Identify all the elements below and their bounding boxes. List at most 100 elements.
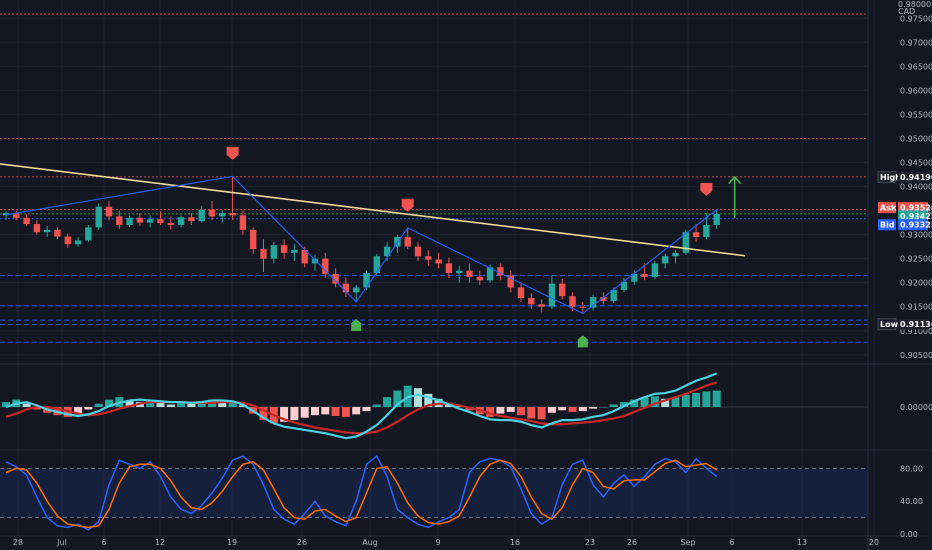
candle-body bbox=[538, 304, 545, 307]
macd-histogram-bar bbox=[341, 407, 350, 417]
macd-histogram-bar bbox=[650, 396, 659, 407]
candle-body bbox=[239, 215, 247, 230]
candle-body bbox=[620, 281, 628, 290]
candle-body bbox=[476, 276, 483, 281]
macd-histogram-bar bbox=[74, 407, 83, 414]
macd-histogram-bar bbox=[568, 407, 577, 412]
macd-histogram-bar bbox=[547, 407, 556, 413]
candle-body bbox=[95, 206, 102, 228]
price-tick: 0.94500 bbox=[900, 158, 932, 167]
time-tick: 13 bbox=[797, 538, 807, 547]
candle-body bbox=[662, 256, 669, 264]
trendline bbox=[0, 163, 746, 257]
macd-histogram-bar bbox=[321, 407, 330, 415]
macd-histogram-bar bbox=[702, 391, 711, 407]
macd-histogram-bar bbox=[414, 388, 422, 407]
candle-body bbox=[126, 217, 133, 225]
buy-signal-icon bbox=[577, 335, 588, 348]
macd-histogram-bar bbox=[362, 407, 371, 412]
candle-body bbox=[54, 229, 61, 237]
macd-signal-line bbox=[5, 381, 718, 435]
candle-body bbox=[188, 217, 195, 222]
time-tick: 23 bbox=[585, 538, 595, 547]
macd-histogram-bar bbox=[197, 401, 206, 407]
macd-histogram-bar bbox=[620, 402, 628, 407]
candle-body bbox=[373, 256, 380, 274]
macd-histogram-bar bbox=[238, 405, 247, 407]
macd-histogram-bar bbox=[187, 403, 196, 407]
up-arrow-icon bbox=[728, 175, 742, 218]
candle-body bbox=[517, 287, 525, 299]
price-tick: 0.97500 bbox=[900, 14, 932, 23]
time-tick: Sep bbox=[680, 538, 695, 547]
macd-histogram-bar bbox=[331, 407, 340, 417]
candle-body bbox=[250, 229, 257, 250]
macd-histogram-bar bbox=[640, 397, 649, 407]
macd-histogram-bar bbox=[517, 407, 525, 416]
candle-body bbox=[589, 297, 597, 308]
candle-body bbox=[600, 297, 607, 301]
candle-body bbox=[528, 298, 535, 305]
candle-body bbox=[280, 245, 288, 253]
stoch-tick: 80.00 bbox=[900, 464, 923, 473]
macd-line bbox=[5, 372, 718, 440]
price-tick: 0.91000 bbox=[900, 327, 932, 336]
candle-body bbox=[342, 283, 350, 293]
price-tag-label: Bid bbox=[880, 221, 895, 230]
candle-body bbox=[641, 274, 648, 277]
candle-body bbox=[64, 236, 71, 245]
macd-histogram-bar bbox=[455, 406, 464, 407]
candle-body bbox=[456, 270, 463, 274]
macd-histogram-bar bbox=[259, 407, 268, 421]
macd-histogram-bar bbox=[609, 404, 618, 407]
candle-body bbox=[177, 217, 185, 225]
time-tick: 19 bbox=[227, 538, 237, 547]
price-tag-value: 0.91136 bbox=[900, 320, 932, 329]
candle-body bbox=[497, 267, 504, 276]
macd-histogram-bar bbox=[177, 402, 186, 407]
price-tag-value-box bbox=[898, 171, 928, 183]
candle-body bbox=[425, 256, 432, 260]
price-tag-value: 0.93425 bbox=[900, 212, 932, 221]
candle-body bbox=[136, 217, 144, 223]
macd-histogram-bar bbox=[527, 407, 536, 419]
price-tick: 0.97000 bbox=[900, 38, 932, 47]
time-tick: 9 bbox=[435, 538, 440, 547]
candle-body bbox=[651, 263, 659, 277]
candle-body bbox=[363, 273, 370, 288]
time-tick: 26 bbox=[627, 538, 637, 547]
macd-histogram-bar bbox=[372, 404, 381, 407]
price-tick: 0.95000 bbox=[900, 134, 932, 143]
price-tag-value: 0.93325 bbox=[900, 221, 932, 230]
candle-body bbox=[672, 252, 679, 257]
candle-body bbox=[23, 217, 30, 225]
candle-body bbox=[198, 209, 205, 222]
grid-lines bbox=[0, 0, 875, 536]
price-tag-label-box bbox=[878, 219, 896, 231]
macd-histogram-bar bbox=[589, 407, 598, 409]
candle-body bbox=[569, 296, 576, 307]
price-tick: 0.96000 bbox=[900, 86, 932, 95]
price-tag-value-box bbox=[898, 219, 928, 231]
candle-body bbox=[291, 249, 298, 253]
price-tag-label-box bbox=[878, 202, 896, 214]
macd-histogram-bar bbox=[125, 400, 134, 407]
candle-body bbox=[466, 270, 473, 277]
candle-body bbox=[147, 219, 154, 223]
time-axis[interactable]: 28 Jul 6 12 19 26 Aug 9 16 23 26 Sep 6 13 20 bbox=[13, 538, 879, 547]
stochastic-panel: 80.00 40.00 0.00 bbox=[0, 454, 923, 539]
stoch-d-line bbox=[5, 459, 718, 529]
macd-histogram-bar bbox=[537, 407, 546, 420]
axis-top-label: 0.98000 bbox=[898, 0, 931, 9]
macd-histogram-bar bbox=[671, 397, 680, 407]
stoch-tick: 40.00 bbox=[900, 497, 923, 506]
candle-body bbox=[713, 213, 720, 225]
macd-histogram-bar bbox=[84, 407, 93, 410]
price-tag-label-box bbox=[877, 171, 897, 184]
stoch-tick: 0.00 bbox=[900, 530, 918, 539]
price-tag-value-box bbox=[898, 318, 928, 330]
candle-body bbox=[383, 246, 391, 257]
candle-body bbox=[692, 232, 700, 238]
candle-body bbox=[579, 306, 586, 308]
